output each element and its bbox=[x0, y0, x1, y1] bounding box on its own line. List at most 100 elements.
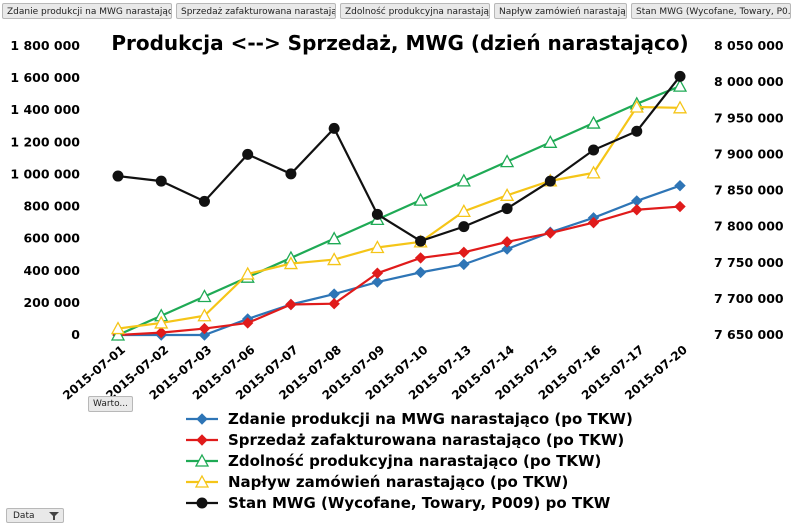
y-left-tick-label: 200 000 bbox=[23, 295, 80, 310]
data-point bbox=[285, 168, 297, 180]
data-point bbox=[155, 175, 167, 187]
data-point bbox=[242, 148, 254, 160]
data-point bbox=[413, 192, 428, 206]
data-point bbox=[198, 322, 211, 335]
data-point bbox=[283, 256, 299, 270]
series-layer bbox=[110, 70, 688, 341]
data-point bbox=[197, 308, 212, 322]
legend-label: Zdolność produkcyjna narastająco (po TKW… bbox=[228, 452, 601, 470]
data-point bbox=[371, 276, 384, 288]
data-point bbox=[586, 115, 601, 129]
x-axis: 2015-07-012015-07-022015-07-032015-07-06… bbox=[60, 343, 690, 403]
y-left-tick-label: 400 000 bbox=[23, 263, 80, 278]
series-line bbox=[117, 85, 681, 337]
data-point bbox=[327, 252, 342, 266]
field-button-zdolnosc[interactable]: Zdolność produkcyjna narastając... bbox=[340, 3, 490, 19]
field-button-sprzedaz[interactable]: Sprzedaż zafakturowana narastając... bbox=[176, 3, 336, 19]
field-button-bar: Zdanie produkcji na MWG narastając... Sp… bbox=[0, 0, 800, 22]
data-point bbox=[501, 203, 513, 215]
data-filter-button[interactable]: Data bbox=[6, 508, 64, 523]
data-point bbox=[543, 134, 558, 148]
legend-marker bbox=[194, 453, 210, 467]
series-line bbox=[117, 205, 681, 337]
y-right-tick-label: 7 650 000 bbox=[714, 327, 784, 342]
y-axis-left: 0 200 000 400 000 600 000 800 000 1 000 000 1 … bbox=[10, 38, 80, 342]
data-point bbox=[501, 243, 513, 255]
series-line bbox=[118, 184, 681, 337]
data-point bbox=[631, 125, 643, 137]
value-filter-button[interactable]: Warto... bbox=[88, 396, 133, 412]
field-button-naplyw[interactable]: Napływ zamówień narastając... bbox=[494, 3, 627, 19]
y-left-tick-label: 1 600 000 bbox=[10, 70, 80, 85]
y-left-tick-label: 1 400 000 bbox=[10, 102, 80, 117]
legend-item: Stan MWG (Wycofane, Towary, P009) po TKW bbox=[186, 494, 611, 512]
data-point bbox=[110, 321, 126, 335]
legend-item: Napływ zamówień narastająco (po TKW) bbox=[186, 473, 568, 491]
y-right-tick-label: 8 000 000 bbox=[714, 74, 784, 89]
data-filter-label: Data bbox=[13, 511, 35, 521]
data-point bbox=[458, 221, 470, 233]
data-point bbox=[501, 236, 513, 248]
data-point bbox=[674, 70, 686, 82]
legend: Zdanie produkcji na MWG narastająco (po … bbox=[186, 410, 633, 512]
y-left-tick-label: 800 000 bbox=[23, 199, 80, 214]
y-right-tick-label: 8 050 000 bbox=[714, 38, 784, 53]
legend-marker bbox=[196, 413, 208, 425]
legend-item: Sprzedaż zafakturowana narastająco (po T… bbox=[186, 431, 624, 449]
data-point bbox=[587, 216, 600, 229]
series-4 bbox=[112, 70, 686, 247]
y-right-tick-label: 7 950 000 bbox=[714, 110, 784, 125]
y-left-tick-label: 600 000 bbox=[23, 231, 80, 246]
y-left-tick-label: 1 000 000 bbox=[10, 166, 80, 181]
series-line bbox=[117, 105, 681, 330]
data-point bbox=[155, 326, 167, 339]
data-point bbox=[327, 231, 342, 245]
chart-title: Produkcja <--> Sprzedaż, MWG (dzień nara… bbox=[111, 31, 688, 55]
data-point bbox=[328, 122, 340, 134]
data-point bbox=[456, 173, 471, 187]
data-point bbox=[544, 227, 557, 239]
y-right-tick-label: 7 900 000 bbox=[714, 146, 784, 161]
data-point bbox=[458, 258, 470, 271]
field-button-zdanie-produkcji[interactable]: Zdanie produkcji na MWG narastając... bbox=[2, 3, 172, 19]
data-point bbox=[241, 317, 254, 329]
data-point bbox=[456, 204, 471, 218]
data-point bbox=[629, 99, 644, 113]
data-point bbox=[672, 100, 688, 114]
series-line bbox=[117, 75, 681, 243]
data-point bbox=[285, 298, 297, 311]
legend-marker bbox=[196, 497, 208, 509]
data-point bbox=[371, 208, 383, 220]
data-point bbox=[110, 327, 126, 341]
legend-marker bbox=[194, 474, 210, 488]
data-point bbox=[198, 195, 210, 207]
data-point bbox=[197, 289, 212, 303]
field-button-stan-mwg[interactable]: Stan MWG (Wycofane, Towary, P0... bbox=[631, 3, 791, 19]
data-point bbox=[544, 175, 556, 187]
data-point bbox=[586, 165, 601, 179]
data-point bbox=[672, 78, 688, 92]
series-1 bbox=[112, 200, 686, 341]
y-right-tick-label: 7 800 000 bbox=[714, 219, 784, 234]
data-point bbox=[415, 235, 427, 247]
data-point bbox=[154, 315, 169, 329]
data-point bbox=[112, 170, 124, 182]
data-point bbox=[198, 329, 211, 341]
y-right-tick-label: 7 750 000 bbox=[714, 255, 784, 270]
data-point bbox=[588, 144, 600, 156]
data-point bbox=[499, 187, 515, 201]
y-left-tick-label: 1 800 000 bbox=[10, 38, 80, 53]
legend-marker bbox=[196, 434, 208, 446]
legend-label: Napływ zamówień narastająco (po TKW) bbox=[228, 473, 568, 491]
data-point bbox=[674, 179, 686, 192]
y-right-tick-label: 7 850 000 bbox=[714, 183, 784, 198]
legend-item: Zdanie produkcji na MWG narastająco (po … bbox=[186, 410, 633, 428]
data-point bbox=[328, 297, 340, 310]
legend-label: Sprzedaż zafakturowana narastająco (po T… bbox=[228, 431, 624, 449]
data-point bbox=[240, 266, 255, 280]
y-right-tick-label: 7 700 000 bbox=[714, 291, 784, 306]
legend-label: Stan MWG (Wycofane, Towary, P009) po TKW bbox=[228, 494, 611, 512]
data-point bbox=[499, 154, 515, 168]
data-point bbox=[371, 267, 384, 279]
